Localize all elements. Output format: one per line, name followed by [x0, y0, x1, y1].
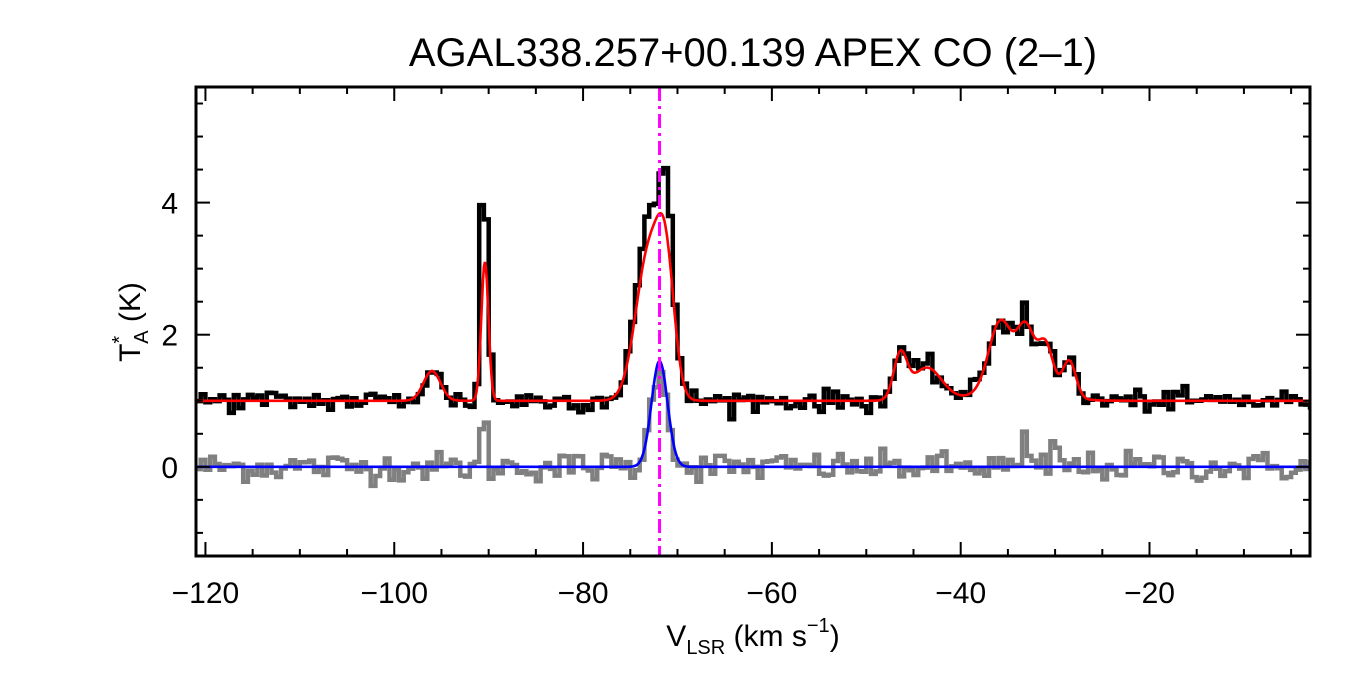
series-1-fit: [196, 211, 1310, 403]
series-layer: [196, 165, 1310, 489]
x-tick-label: −120: [172, 577, 240, 610]
x-tick-label: −80: [558, 577, 609, 610]
axis-ticks: [196, 87, 1310, 556]
y-tick-label: 2: [161, 320, 178, 353]
x-tick-label: −20: [1124, 577, 1175, 610]
series-2-spectrum: [196, 369, 1310, 489]
y-axis-label-main: T: [114, 344, 147, 362]
series-3-fit: [196, 359, 1310, 469]
y-axis-label: T*A (K): [109, 282, 153, 362]
x-axis-label-main: V: [666, 620, 686, 653]
series-0-spectrum: [196, 165, 1310, 422]
plot-frame: [194, 85, 1312, 558]
y-tick-label: 4: [161, 188, 178, 221]
y-axis-label-unit: (K): [114, 282, 147, 330]
x-tick-label: −60: [746, 577, 797, 610]
chart-title: AGAL338.257+00.139 APEX CO (2–1): [409, 31, 1097, 75]
x-axis-label-sub: LSR: [686, 637, 725, 659]
x-tick-label: −100: [360, 577, 428, 610]
x-tick-label: −40: [935, 577, 986, 610]
x-axis-label-close: ): [830, 620, 840, 653]
y-axis-label-star: *: [109, 336, 131, 344]
x-axis-label-exponent: −1: [807, 615, 830, 637]
y-tick-label: 0: [161, 452, 178, 485]
y-axis-label-sub: A: [131, 330, 153, 344]
x-axis-label: VLSR (km s−1): [666, 615, 839, 659]
x-axis-label-unit: (km s: [725, 620, 807, 653]
